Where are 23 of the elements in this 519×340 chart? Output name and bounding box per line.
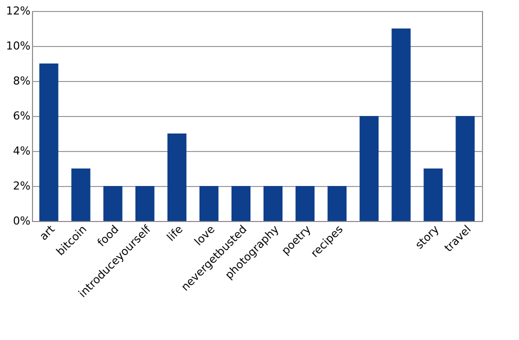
y-tick-label: 4% <box>13 144 30 158</box>
bar <box>296 186 315 221</box>
bar <box>264 186 283 221</box>
bar <box>231 186 250 221</box>
bar <box>392 28 411 221</box>
y-tick-label: 2% <box>13 180 30 192</box>
y-tick-label: 12% <box>6 4 30 18</box>
x-tick-label: life <box>164 222 186 244</box>
bar <box>39 64 58 221</box>
y-tick-label: 10% <box>6 40 30 52</box>
bar <box>456 116 475 221</box>
x-tick-label: art <box>37 222 58 243</box>
y-tick-label: 0% <box>13 214 30 228</box>
bar <box>199 186 218 221</box>
y-tick-label: 6% <box>13 110 30 122</box>
y-tick-label: 8% <box>13 74 30 88</box>
bar <box>135 186 154 221</box>
bar <box>71 168 90 221</box>
bar <box>328 186 347 221</box>
bar <box>103 186 122 221</box>
bar <box>424 168 443 221</box>
bar <box>167 134 186 221</box>
bar <box>360 116 379 221</box>
